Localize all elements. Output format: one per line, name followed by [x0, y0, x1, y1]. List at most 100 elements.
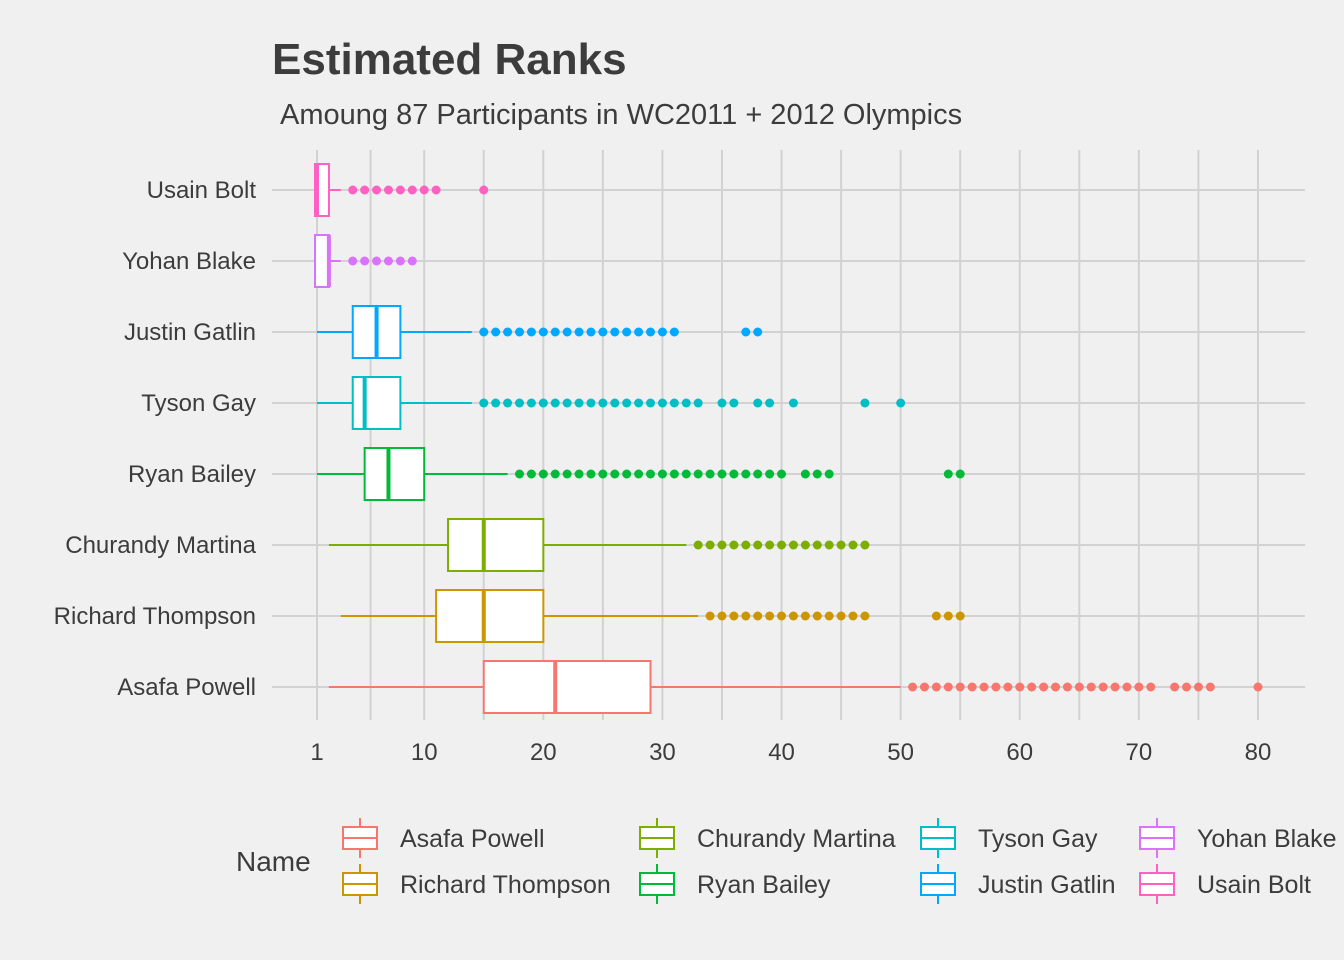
outlier-point [777, 611, 787, 621]
outlier-point [550, 398, 560, 408]
outlier-point [765, 611, 775, 621]
outlier-point [503, 398, 513, 408]
outlier-point [848, 540, 858, 550]
outlier-point [717, 469, 727, 479]
outlier-point [753, 327, 763, 337]
outlier-point [634, 469, 644, 479]
outlier-point [622, 469, 632, 479]
outlier-point [693, 398, 703, 408]
outlier-point [669, 469, 679, 479]
outlier-point [372, 185, 382, 195]
box-tyson-gay [317, 376, 906, 430]
iqr-box [482, 660, 652, 714]
outlier-point [836, 540, 846, 550]
outlier-point [931, 611, 941, 621]
box-yohan-blake [314, 234, 417, 288]
outlier-point [955, 611, 965, 621]
outlier-point [1193, 682, 1203, 692]
outlier-point [860, 611, 870, 621]
x-tick-label: 1 [310, 739, 323, 766]
outlier-point [1027, 682, 1037, 692]
outlier-point [598, 398, 608, 408]
outlier-point [741, 327, 751, 337]
chart-title: Estimated Ranks [272, 35, 627, 84]
outlier-point [360, 256, 370, 266]
outlier-point [407, 185, 417, 195]
outlier-point [681, 469, 691, 479]
legend-item-churandy-martina: Churandy Martina [639, 818, 896, 858]
outlier-point [491, 398, 501, 408]
outlier-point [729, 469, 739, 479]
legend: Name Asafa Powell Richard Thompson Churand… [236, 818, 1336, 904]
outlier-point [646, 398, 656, 408]
legend-title: Name [236, 846, 311, 877]
outlier-point [908, 682, 918, 692]
outlier-point [955, 469, 965, 479]
outlier-point [526, 469, 536, 479]
outlier-point [574, 398, 584, 408]
outlier-point [383, 185, 393, 195]
outlier-point [622, 327, 632, 337]
legend-label: Yohan Blake [1197, 825, 1336, 853]
outlier-point [550, 327, 560, 337]
outlier-point [348, 185, 358, 195]
outlier-point [574, 327, 584, 337]
x-tick-label: 60 [1006, 739, 1033, 766]
outlier-point [395, 185, 405, 195]
outlier-point [800, 611, 810, 621]
outlier-point [634, 327, 644, 337]
outlier-point [526, 327, 536, 337]
outlier-point [788, 540, 798, 550]
outlier-point [1182, 682, 1192, 692]
legend-item-richard-thompson: Richard Thompson [342, 864, 611, 904]
y-axis: Usain Bolt Yohan Blake Justin Gatlin Tyson … [54, 177, 257, 701]
outlier-point [824, 611, 834, 621]
outlier-point [919, 682, 929, 692]
outlier-point [669, 327, 679, 337]
outlier-point [860, 398, 870, 408]
outlier-point [586, 327, 596, 337]
x-tick-label: 50 [887, 739, 914, 766]
outlier-point [538, 327, 548, 337]
outlier-point [634, 398, 644, 408]
outlier-point [729, 611, 739, 621]
outlier-point [717, 540, 727, 550]
outlier-point [598, 469, 608, 479]
outlier-point [503, 327, 513, 337]
y-tick-label: Tyson Gay [141, 390, 256, 417]
outlier-point [729, 540, 739, 550]
box-justin-gatlin [317, 305, 763, 359]
outlier-point [812, 540, 822, 550]
outlier-point [479, 185, 489, 195]
outlier-point [491, 327, 501, 337]
x-tick-label: 80 [1245, 739, 1272, 766]
outlier-point [967, 682, 977, 692]
outlier-point [360, 185, 370, 195]
outlier-point [693, 540, 703, 550]
outlier-point [1110, 682, 1120, 692]
legend-item-justin-gatlin: Justin Gatlin [920, 864, 1116, 904]
outlier-point [693, 469, 703, 479]
outlier-point [562, 469, 572, 479]
outlier-point [753, 469, 763, 479]
outlier-point [765, 398, 775, 408]
iqr-box [435, 589, 545, 643]
outlier-point [514, 469, 524, 479]
outlier-point [931, 682, 941, 692]
outlier-point [1134, 682, 1144, 692]
y-tick-label: Usain Bolt [147, 177, 257, 204]
outlier-point [753, 611, 763, 621]
outlier-point [943, 682, 953, 692]
outlier-point [812, 611, 822, 621]
outlier-point [753, 540, 763, 550]
outlier-point [1003, 682, 1013, 692]
outlier-point [1086, 682, 1096, 692]
legend-item-yohan-blake: Yohan Blake [1139, 818, 1336, 858]
outlier-point [657, 469, 667, 479]
plot-area [314, 163, 1263, 714]
outlier-point [788, 398, 798, 408]
x-tick-label: 20 [530, 739, 557, 766]
outlier-point [562, 327, 572, 337]
outlier-point [610, 469, 620, 479]
